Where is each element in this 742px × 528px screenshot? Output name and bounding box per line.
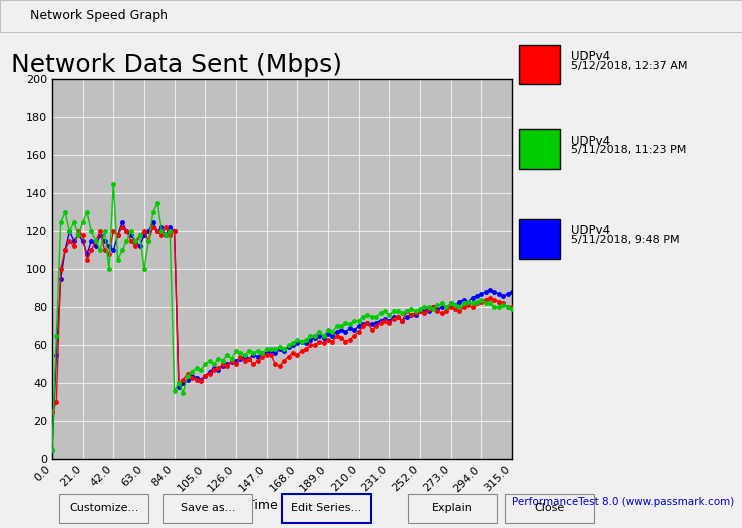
Text: Network Data Sent (Mbps): Network Data Sent (Mbps) [11, 53, 342, 77]
Text: UDPv4: UDPv4 [571, 224, 611, 238]
Text: Explain: Explain [432, 504, 473, 513]
Text: 5/11/2018, 9:48 PM: 5/11/2018, 9:48 PM [571, 235, 680, 245]
Text: 5/12/2018, 12:37 AM: 5/12/2018, 12:37 AM [571, 61, 688, 71]
X-axis label: Time (sec.): Time (sec.) [247, 499, 317, 513]
Text: 5/11/2018, 11:23 PM: 5/11/2018, 11:23 PM [571, 145, 686, 155]
Text: PerformanceTest 8.0 (www.passmark.com): PerformanceTest 8.0 (www.passmark.com) [512, 497, 735, 507]
Text: Save as...: Save as... [180, 504, 235, 513]
Text: Network Speed Graph: Network Speed Graph [30, 10, 168, 22]
Text: UDPv4: UDPv4 [571, 50, 611, 63]
Text: Close: Close [534, 504, 564, 513]
Text: Customize...: Customize... [69, 504, 139, 513]
Text: Edit Series...: Edit Series... [292, 504, 361, 513]
Text: UDPv4: UDPv4 [571, 135, 611, 148]
